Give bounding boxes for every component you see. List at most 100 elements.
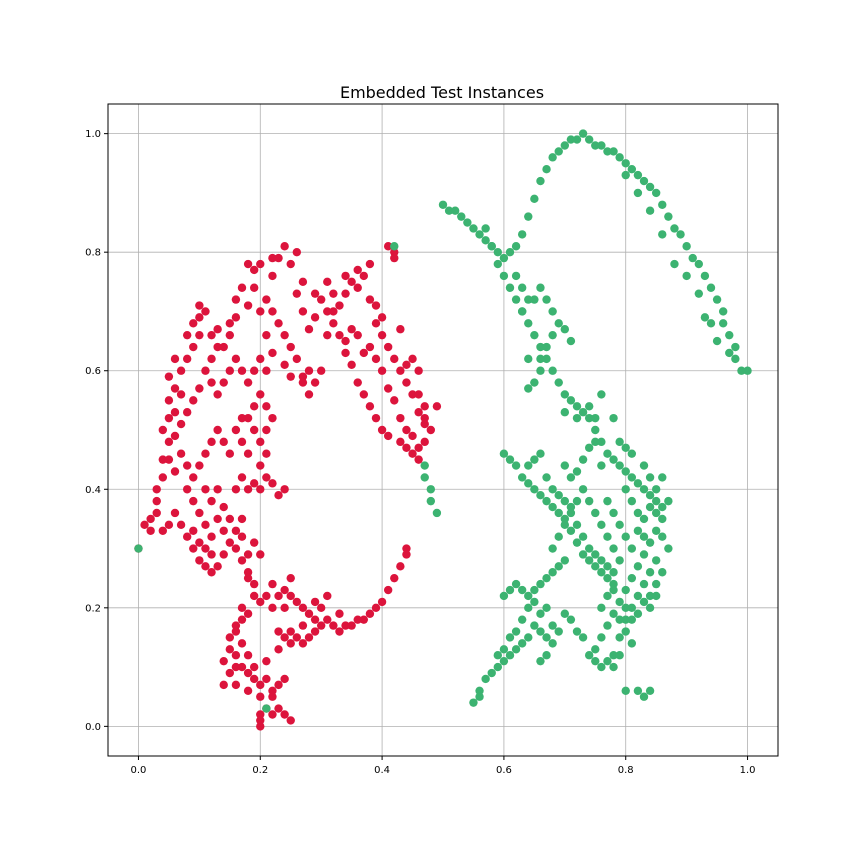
scatter-point xyxy=(310,289,320,298)
scatter-point xyxy=(645,491,655,500)
scatter-point xyxy=(676,230,685,239)
scatter-point xyxy=(609,147,618,156)
scatter-point xyxy=(170,408,180,417)
scatter-point xyxy=(298,603,308,613)
scatter-point xyxy=(609,508,618,518)
scatter-point xyxy=(152,508,161,518)
scatter-point xyxy=(219,550,228,559)
scatter-point xyxy=(262,656,271,666)
scatter-point xyxy=(286,342,295,352)
scatter-point xyxy=(371,301,381,310)
scatter-point xyxy=(262,295,271,304)
scatter-point xyxy=(591,656,600,666)
scatter-point xyxy=(530,378,539,387)
scatter-point xyxy=(481,224,490,233)
scatter-point xyxy=(645,591,655,601)
scatter-point xyxy=(402,550,411,559)
scatter-point xyxy=(578,408,588,417)
scatter-point xyxy=(262,591,271,601)
scatter-point xyxy=(499,271,509,281)
scatter-point xyxy=(499,656,509,666)
scatter-point xyxy=(609,568,618,577)
scatter-point xyxy=(645,502,655,512)
scatter-point xyxy=(511,242,521,251)
scatter-point xyxy=(536,449,545,458)
scatter-point xyxy=(542,342,551,352)
scatter-point xyxy=(329,621,338,630)
scatter-point xyxy=(408,390,417,399)
scatter-point xyxy=(383,431,393,441)
scatter-point xyxy=(639,579,649,589)
scatter-point xyxy=(420,461,429,470)
scatter-point xyxy=(201,366,210,375)
y-tick-label: 1.0 xyxy=(85,129,101,140)
scatter-point xyxy=(249,579,259,589)
scatter-point xyxy=(536,627,545,636)
scatter-point xyxy=(481,236,490,245)
chart-title: Embedded Test Instances xyxy=(340,83,544,102)
scatter-point xyxy=(292,289,302,298)
scatter-point xyxy=(225,330,235,340)
scatter-point xyxy=(243,449,253,458)
scatter-point xyxy=(182,354,192,364)
scatter-point xyxy=(554,491,563,500)
scatter-point xyxy=(584,135,594,144)
scatter-point xyxy=(633,562,643,571)
scatter-point xyxy=(584,402,594,411)
scatter-point xyxy=(524,295,533,304)
scatter-point xyxy=(706,283,716,292)
scatter-point xyxy=(548,307,557,316)
y-tick-label: 0.8 xyxy=(85,248,101,259)
scatter-point xyxy=(457,212,466,221)
scatter-point xyxy=(505,455,515,464)
scatter-point xyxy=(420,437,429,447)
scatter-point xyxy=(560,141,570,150)
scatter-point xyxy=(609,544,618,553)
scatter-point xyxy=(237,639,247,648)
scatter-point xyxy=(195,313,204,322)
scatter-point xyxy=(237,662,247,672)
scatter-point xyxy=(170,467,180,476)
scatter-point xyxy=(524,479,533,488)
scatter-point xyxy=(353,265,362,275)
scatter-point xyxy=(304,366,314,375)
scatter-point xyxy=(262,330,271,340)
scatter-point xyxy=(298,277,308,287)
scatter-point xyxy=(530,330,539,340)
scatter-point xyxy=(511,579,521,589)
scatter-point xyxy=(213,485,222,494)
scatter-point xyxy=(554,627,563,636)
scatter-point xyxy=(658,568,667,577)
scatter-point xyxy=(207,378,216,387)
scatter-point xyxy=(176,366,186,375)
scatter-point xyxy=(658,532,667,541)
scatter-point xyxy=(164,396,174,405)
scatter-point xyxy=(268,686,277,695)
scatter-point xyxy=(597,568,606,577)
scatter-point xyxy=(444,206,454,215)
scatter-point xyxy=(237,413,247,423)
scatter-point xyxy=(627,449,637,458)
scatter-point xyxy=(231,651,241,660)
scatter-point xyxy=(633,609,643,618)
scatter-point xyxy=(231,526,241,535)
scatter-point xyxy=(548,621,557,630)
scatter-point xyxy=(213,342,222,352)
scatter-point xyxy=(633,188,643,198)
scatter-point xyxy=(377,597,387,607)
scatter-point xyxy=(371,413,381,423)
scatter-point xyxy=(688,253,697,263)
scatter-point xyxy=(682,271,691,281)
scatter-point xyxy=(158,473,168,482)
scatter-point xyxy=(560,408,570,417)
scatter-point xyxy=(219,342,228,352)
scatter-point xyxy=(505,633,515,642)
scatter-point xyxy=(341,621,350,630)
scatter-point xyxy=(353,378,362,387)
scatter-point xyxy=(645,568,655,577)
scatter-point xyxy=(621,467,630,476)
scatter-point xyxy=(536,176,545,186)
scatter-point xyxy=(201,544,210,553)
scatter-point xyxy=(164,520,174,530)
scatter-point xyxy=(189,342,198,352)
